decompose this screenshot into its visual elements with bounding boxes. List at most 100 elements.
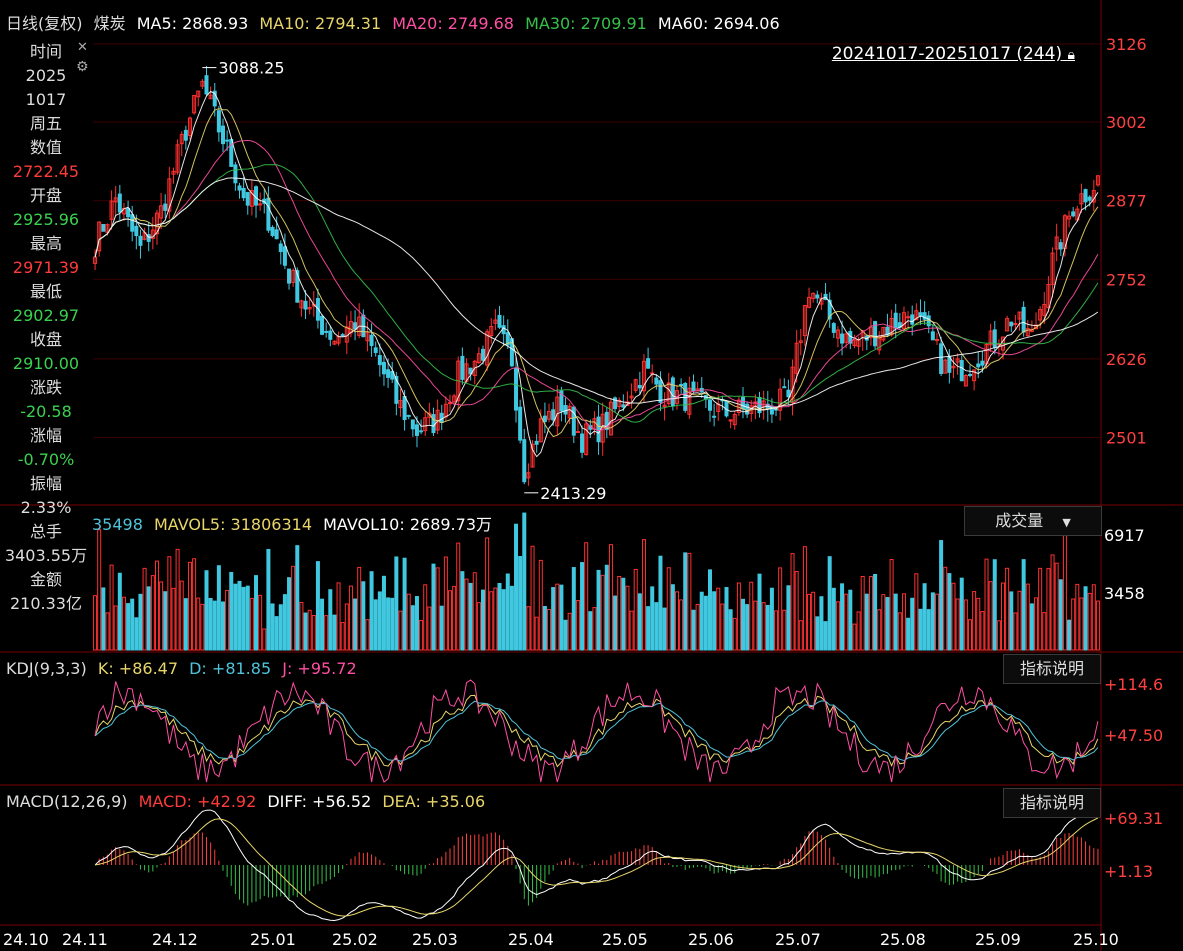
candle-body (476, 353, 481, 364)
info-panel: 时间 2025 1017 周五 数值 2722.45 开盘 2925.96 最高… (0, 40, 92, 616)
volume-bar (914, 573, 919, 651)
candle-body (390, 370, 395, 380)
candle-body (237, 185, 242, 191)
date-range[interactable]: 20241017-20251017 (244) 🔒︎ (832, 44, 1075, 64)
open-value: 2925.96 (12, 210, 80, 229)
volume-bar (212, 600, 217, 651)
volume-bar (575, 600, 580, 651)
candle-body (980, 360, 985, 366)
candle-body (179, 133, 184, 145)
candle-body (167, 178, 172, 212)
volume-bar (369, 571, 374, 651)
candle-body (245, 192, 250, 206)
volume-bar (423, 584, 428, 651)
candle-body (163, 203, 168, 211)
candle-body (291, 269, 296, 283)
candle-body (1079, 193, 1084, 205)
kdj-explain-button[interactable]: 指标说明 (1003, 654, 1101, 684)
volume-bar (835, 601, 840, 651)
candle-body (369, 334, 374, 347)
volume-bar (712, 591, 717, 651)
value-value: 2722.45 (12, 162, 80, 181)
candle-body (113, 197, 118, 203)
macd-dea: DEA: +35.06 (382, 792, 486, 811)
period-label[interactable]: 日线(复权) (6, 14, 83, 33)
volume-bar (1029, 603, 1034, 651)
volume-bar (761, 602, 766, 651)
candle-body (460, 355, 465, 380)
settings-icon[interactable]: ⚙ (76, 59, 89, 75)
volume-bar (736, 582, 741, 651)
volume-bar (567, 612, 572, 651)
candle-body (868, 326, 873, 339)
volume-select-button[interactable]: 成交量 ▼ (964, 506, 1102, 536)
volume-bar (963, 599, 968, 651)
mavol10-label: MAVOL10: 2689.73万 (323, 515, 492, 534)
candle-body (394, 375, 399, 404)
candle-body (778, 388, 783, 411)
candle-body (712, 415, 717, 418)
candle-body (117, 193, 122, 213)
volume-bar (402, 557, 407, 651)
volume-bar (295, 545, 300, 651)
candle-body (633, 379, 638, 391)
volume-bar (819, 596, 824, 651)
candle-body (972, 369, 977, 382)
candle-body (212, 90, 217, 107)
volume-bar (303, 612, 308, 651)
volume-bar (918, 608, 923, 651)
candle-body (402, 396, 407, 421)
candle-body (559, 390, 564, 412)
candle-body (798, 340, 803, 344)
volume-bar (757, 573, 762, 651)
volume-bar (617, 575, 622, 651)
volume-bar (179, 580, 184, 651)
volume-bar (992, 559, 997, 651)
volume-bar (926, 609, 931, 651)
amount-value: 210.33亿 (10, 594, 82, 613)
x-tick-label: 24.12 (152, 930, 198, 949)
volume-bar (299, 601, 304, 651)
candle-body (988, 330, 993, 346)
change-label: 涨跌 (29, 378, 62, 397)
candle-body (1038, 309, 1043, 321)
candle-body (835, 329, 840, 339)
volume-bar (221, 601, 226, 651)
macd-tick-label: +1.13 (1104, 862, 1153, 881)
volume-bar (980, 611, 985, 651)
volume-bar (460, 571, 465, 651)
candle-body (101, 223, 106, 232)
volume-bar (732, 617, 737, 651)
candle-body (782, 386, 787, 389)
candle-body (732, 413, 737, 426)
volume-bar (584, 542, 589, 651)
volume-bar (439, 605, 444, 651)
candle-body (481, 348, 486, 361)
x-tick-label: 25.09 (975, 930, 1021, 949)
candle-body (320, 315, 325, 335)
volume-bar (794, 571, 799, 651)
volume-bar (291, 565, 296, 651)
volume-bar (431, 563, 436, 651)
candle-body (175, 144, 180, 173)
candle-body (183, 129, 188, 141)
low-value: 2902.97 (12, 306, 80, 325)
lock-icon[interactable]: 🔒︎ (1067, 47, 1075, 63)
macd-explain-button[interactable]: 指标说明 (1003, 788, 1101, 818)
candle-body (930, 331, 935, 341)
close-panel-icon[interactable]: ✕ (77, 40, 88, 55)
candle-body (187, 117, 192, 136)
volume-bar (662, 607, 667, 651)
volume-bar (130, 598, 135, 651)
candle-body (526, 472, 531, 479)
volume-bar (154, 560, 159, 651)
volume-bar (666, 567, 671, 651)
volume-bar (951, 582, 956, 651)
volume-bar (1017, 590, 1022, 651)
volume-bar (472, 572, 477, 651)
volume-bar (699, 591, 704, 651)
candle-body (629, 395, 634, 399)
volume-bar (348, 585, 353, 651)
kdj-tick-label: +47.50 (1104, 726, 1163, 745)
